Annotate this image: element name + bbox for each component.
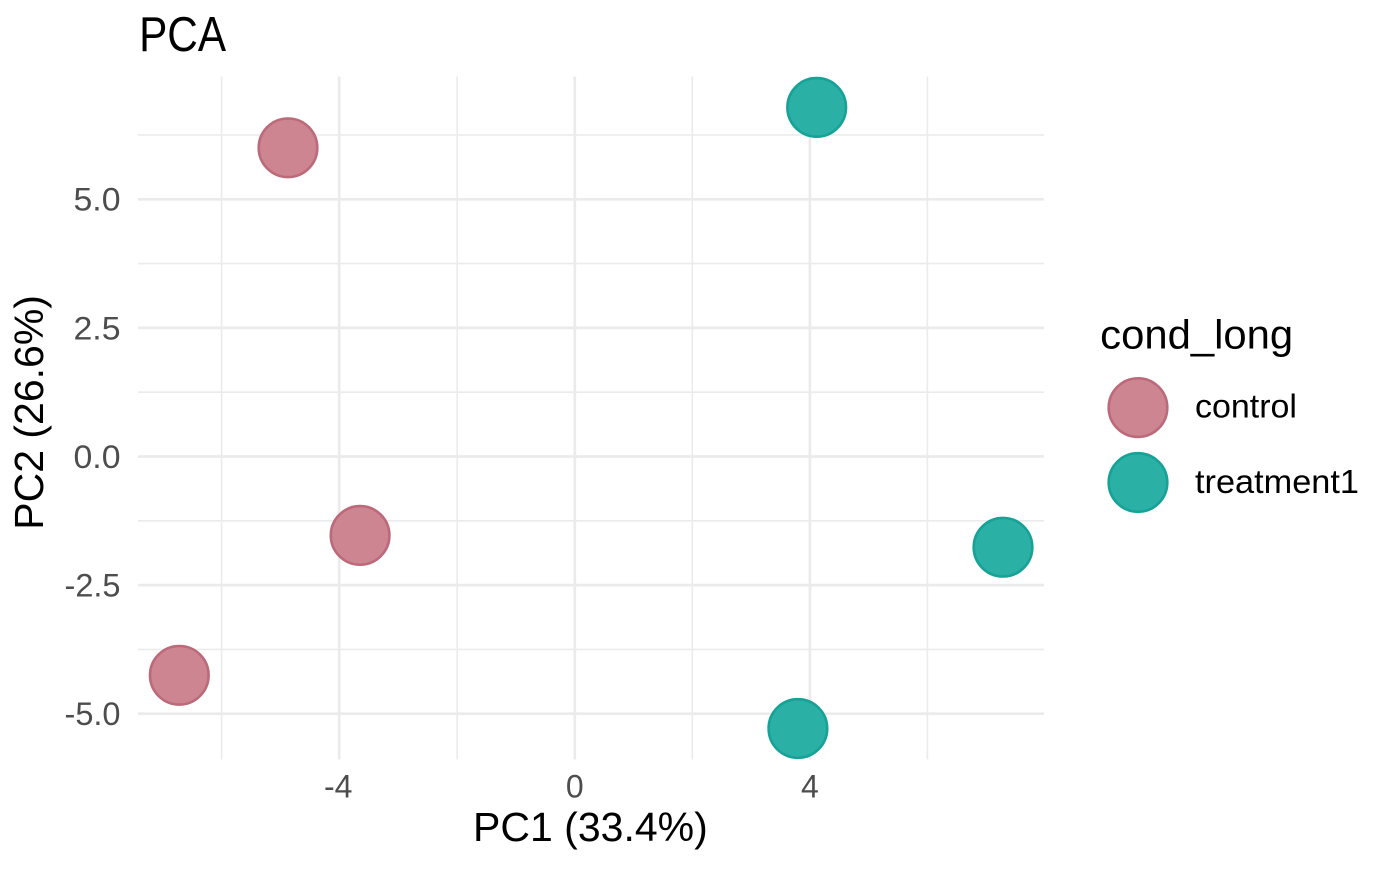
svg-text:-2.5: -2.5 xyxy=(65,568,121,604)
svg-text:2.5: 2.5 xyxy=(74,310,121,346)
svg-text:PC1 (33.4%): PC1 (33.4%) xyxy=(473,804,708,850)
svg-text:0.0: 0.0 xyxy=(74,439,121,475)
svg-text:control: control xyxy=(1195,388,1297,425)
svg-text:5.0: 5.0 xyxy=(74,182,121,218)
svg-text:cond_long: cond_long xyxy=(1100,312,1293,358)
svg-text:-4: -4 xyxy=(324,769,352,805)
svg-text:treatment1: treatment1 xyxy=(1195,463,1359,500)
svg-text:4: 4 xyxy=(801,769,819,805)
svg-text:PCA: PCA xyxy=(139,8,226,62)
svg-text:PC2 (26.6%): PC2 (26.6%) xyxy=(6,295,52,530)
svg-text:-5.0: -5.0 xyxy=(65,696,121,732)
svg-text:0: 0 xyxy=(566,769,584,805)
